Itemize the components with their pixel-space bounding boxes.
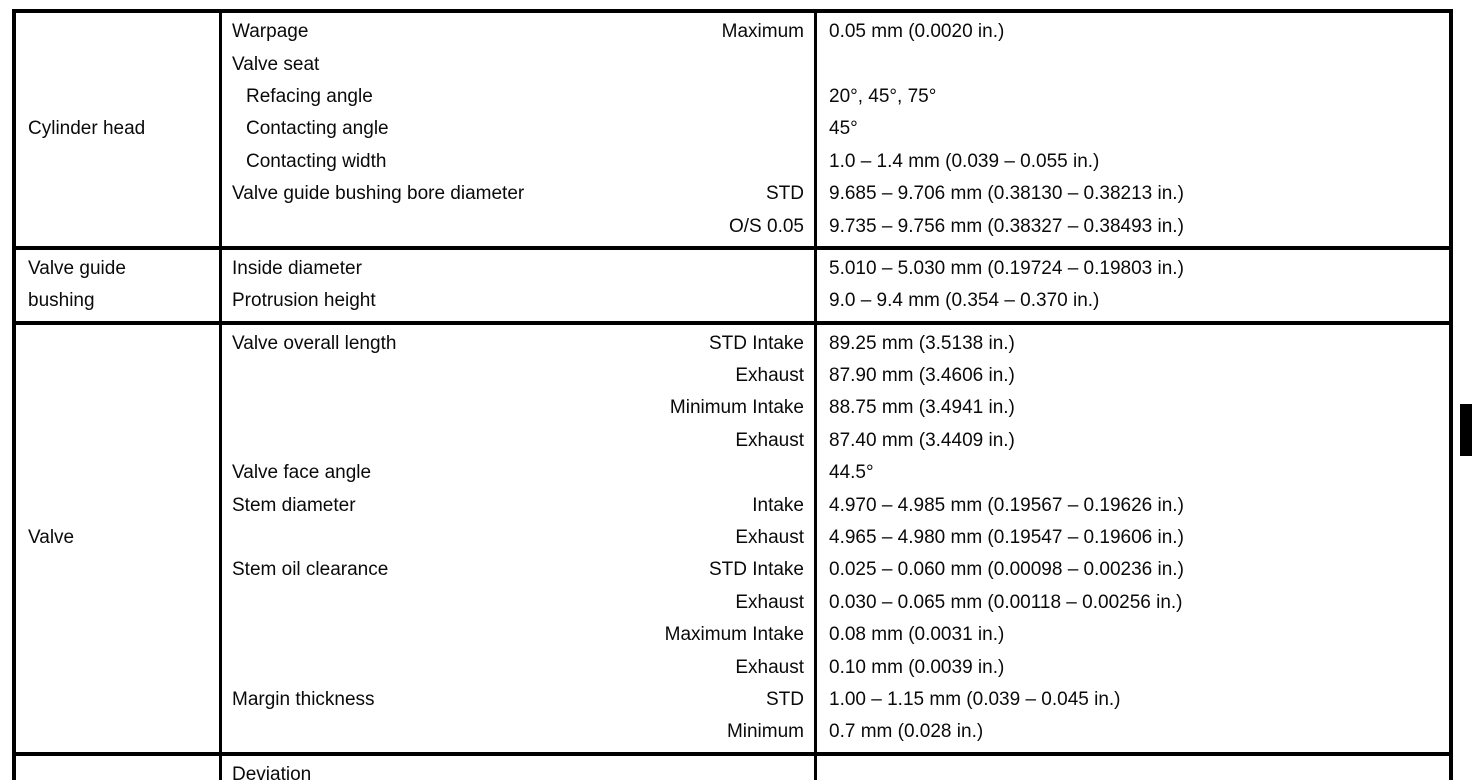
spec-qualifier: Minimum — [726, 721, 804, 743]
spec-value: 88.75 mm (3.4941 in.) — [829, 397, 1015, 419]
spec-label: Margin thickness — [232, 689, 375, 710]
spec-row-labels: Refacing angle — [222, 81, 814, 113]
spec-row-labels: Stem oil clearance STD Intake — [222, 554, 814, 586]
spec-value: 45° — [829, 118, 858, 140]
spec-row-labels: Protrusion height — [222, 285, 814, 317]
spec-label-column: Valve overall length STD Intake Exhaust Min… — [222, 324, 817, 752]
spec-qualifier: STD — [766, 689, 804, 710]
spec-qualifier: Exhaust — [735, 365, 804, 387]
component-label: Valve — [28, 526, 75, 548]
spec-value: 0.10 mm (0.0039 in.) — [829, 656, 1005, 678]
spec-row-labels: Contacting width — [222, 146, 814, 178]
spec-row-labels: Warpage Maximum — [222, 16, 814, 48]
spec-label: Valve face angle — [232, 462, 372, 484]
spec-value — [817, 48, 1449, 80]
spec-qualifier: STD Intake — [708, 559, 804, 581]
spec-section: Deviation — [16, 755, 1449, 780]
spec-row-labels: Exhaust — [222, 360, 814, 392]
page-edge-tab — [1460, 404, 1472, 456]
spec-qualifier: STD Intake — [708, 332, 804, 354]
spec-value: 4.970 – 4.985 mm (0.19567 – 0.19626 in.) — [829, 494, 1184, 516]
spec-qualifier: Exhaust — [735, 656, 804, 678]
spec-value-column — [817, 756, 1449, 780]
spec-row-labels: Exhaust — [222, 587, 814, 619]
spec-row-labels: Deviation — [222, 759, 814, 780]
spec-value: 0.030 – 0.065 mm (0.00118 – 0.00256 in.) — [829, 591, 1183, 613]
spec-value: 0.08 mm (0.0031 in.) — [829, 624, 1005, 646]
spec-row-labels: Minimum — [222, 716, 814, 748]
spec-value: 87.40 mm (3.4409 in.) — [829, 429, 1015, 451]
spec-value: 9.735 – 9.756 mm (0.38327 – 0.38493 in.) — [829, 215, 1184, 237]
component-cell: Cylinder head — [16, 13, 222, 246]
spec-row-labels: Maximum Intake — [222, 619, 814, 651]
component-label: Cylinder head — [28, 118, 146, 140]
spec-label: Protrusion height — [232, 290, 376, 312]
spec-value: 0.05 mm (0.0020 in.) — [829, 21, 1005, 43]
spec-value: 4.965 – 4.980 mm (0.19547 – 0.19606 in.) — [829, 527, 1184, 549]
spec-qualifier: STD — [766, 183, 804, 205]
spec-value: 0.7 mm (0.028 in.) — [829, 721, 984, 743]
spec-label: Stem oil clearance — [232, 559, 389, 581]
spec-row-labels: Valve face angle — [222, 457, 814, 489]
spec-value: 0.025 – 0.060 mm (0.00098 – 0.00236 in.) — [829, 559, 1184, 581]
spec-row-labels: Exhaust — [222, 651, 814, 683]
spec-value-column: 5.010 – 5.030 mm (0.19724 – 0.19803 in.)… — [817, 250, 1449, 321]
spec-qualifier: Minimum Intake — [669, 397, 804, 419]
component-cell: Valve guide bushing — [16, 249, 222, 321]
spec-value: 1.0 – 1.4 mm (0.039 – 0.055 in.) — [829, 150, 1100, 172]
spec-row-labels: O/S 0.05 — [222, 210, 814, 242]
spec-row-labels: Inside diameter — [222, 253, 814, 285]
spec-row-labels: Exhaust — [222, 522, 814, 554]
spec-row-labels: Minimum Intake — [222, 392, 814, 424]
spec-label: Refacing angle — [246, 85, 373, 107]
spec-label: Stem diameter — [232, 494, 356, 516]
spec-section: Valve Valve overall length STD Intake Exhau… — [16, 324, 1449, 756]
spec-value: 9.685 – 9.706 mm (0.38130 – 0.38213 in.) — [829, 183, 1184, 205]
spec-label-column: Warpage Maximum Valve seat Refacing angle Co… — [222, 13, 817, 246]
spec-label-column: Deviation — [222, 755, 817, 780]
spec-qualifier: Intake — [752, 494, 804, 516]
spec-label: Deviation — [232, 763, 312, 780]
spec-value-column: 89.25 mm (3.5138 in.) 87.90 mm (3.4606 in… — [817, 325, 1449, 752]
spec-value: 20°, 45°, 75° — [829, 85, 937, 107]
spec-label: Contacting width — [246, 150, 387, 172]
component-cell: Valve — [16, 324, 222, 752]
spec-value: 87.90 mm (3.4606 in.) — [829, 365, 1015, 387]
spec-value: 1.00 – 1.15 mm (0.039 – 0.045 in.) — [829, 689, 1121, 710]
spec-row-labels: Margin thickness STD — [222, 684, 814, 716]
spec-label: Valve guide bushing bore diameter — [232, 183, 525, 205]
spec-row-labels: Stem diameter Intake — [222, 489, 814, 521]
spec-qualifier: Exhaust — [735, 527, 804, 549]
spec-label: Valve overall length — [232, 332, 397, 354]
spec-section: Cylinder head Warpage Maximum Valve seat Ref… — [16, 13, 1449, 250]
spec-row-labels: Valve guide bushing bore diameter STD — [222, 178, 814, 210]
spec-value: 5.010 – 5.030 mm (0.19724 – 0.19803 in.) — [829, 257, 1184, 279]
spec-label-column: Inside diameter Protrusion height — [222, 249, 817, 321]
spec-value — [817, 759, 1449, 780]
spec-row-labels: Valve overall length STD Intake — [222, 328, 814, 360]
spec-row-labels: Exhaust — [222, 425, 814, 457]
spec-label: Inside diameter — [232, 257, 362, 279]
spec-label: Warpage — [232, 21, 309, 43]
spec-value-column: 0.05 mm (0.0020 in.) 20°, 45°, 75° 45° 1.0 … — [817, 13, 1449, 246]
component-label: Valve guide bushing — [28, 257, 126, 312]
spec-section: Valve guide bushing Inside diameter Protru… — [16, 249, 1449, 325]
spec-qualifier: Exhaust — [735, 429, 804, 451]
valve-spec-table: Cylinder head Warpage Maximum Valve seat Ref… — [12, 9, 1453, 780]
spec-value: 9.0 – 9.4 mm (0.354 – 0.370 in.) — [829, 290, 1100, 312]
spec-qualifier: O/S 0.05 — [729, 215, 804, 237]
spec-value: 89.25 mm (3.5138 in.) — [829, 332, 1015, 354]
spec-value: 44.5° — [829, 462, 874, 484]
component-cell — [16, 755, 222, 780]
spec-qualifier: Exhaust — [735, 591, 804, 613]
spec-row-labels: Valve seat — [222, 48, 814, 80]
spec-row-labels: Contacting angle — [222, 113, 814, 145]
spec-qualifier: Maximum Intake — [664, 624, 804, 646]
spec-label: Valve seat — [232, 53, 320, 75]
spec-qualifier: Maximum — [721, 21, 804, 43]
spec-label: Contacting angle — [246, 118, 389, 140]
